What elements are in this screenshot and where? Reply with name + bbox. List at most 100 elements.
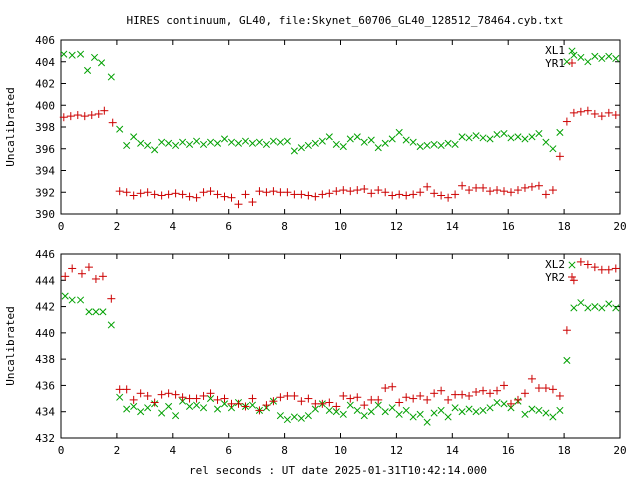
data-point-yr1 bbox=[136, 189, 145, 198]
y-tick-label: 438 bbox=[35, 353, 55, 366]
data-point-xl1 bbox=[172, 141, 180, 150]
data-point-xl1 bbox=[402, 136, 410, 144]
y-tick-label: 396 bbox=[35, 143, 55, 156]
data-point-yr1 bbox=[87, 111, 96, 120]
data-point-xl2 bbox=[465, 405, 473, 413]
data-point-xl2 bbox=[605, 300, 613, 308]
y-tick-label: 404 bbox=[35, 56, 55, 69]
data-point-xl1 bbox=[458, 133, 466, 141]
data-point-xl1 bbox=[255, 138, 263, 146]
data-point-yr1 bbox=[248, 198, 257, 207]
data-point-xl1 bbox=[598, 54, 606, 63]
data-point-xl1 bbox=[220, 135, 229, 143]
data-point-yr2 bbox=[346, 394, 355, 403]
data-point-yr1 bbox=[346, 187, 355, 196]
data-point-yr1 bbox=[513, 186, 522, 195]
data-point-yr2 bbox=[402, 393, 411, 402]
top-panel: Uncalibrated 0 2 4 6 8 10 12 14 16 18 20 390 392 394 3… bbox=[4, 34, 627, 233]
data-point-xl1 bbox=[535, 129, 543, 138]
data-point-yr1 bbox=[416, 188, 425, 197]
data-point-yr2 bbox=[590, 263, 599, 272]
data-point-yr2 bbox=[367, 395, 376, 404]
data-point-xl1 bbox=[151, 146, 159, 154]
data-point-xl2 bbox=[107, 321, 115, 329]
data-point-yr2 bbox=[269, 397, 278, 406]
data-point-yr1 bbox=[611, 111, 620, 120]
data-point-yr1 bbox=[367, 189, 376, 198]
data-point-yr1 bbox=[227, 193, 236, 202]
data-point-yr1 bbox=[430, 189, 439, 198]
data-point-xl1 bbox=[262, 140, 270, 148]
x-tick-label: 20 bbox=[613, 220, 626, 233]
data-point-yr1 bbox=[157, 191, 166, 200]
data-point-xl2 bbox=[570, 304, 578, 312]
data-point-xl2 bbox=[388, 404, 396, 412]
x-tick-label: 16 bbox=[502, 220, 515, 233]
data-point-yr2 bbox=[311, 399, 320, 408]
data-point-xl2 bbox=[409, 413, 417, 421]
data-point-yr1 bbox=[108, 118, 117, 127]
data-point-xl1 bbox=[465, 134, 473, 142]
data-point-yr1 bbox=[555, 152, 564, 161]
data-point-yr1 bbox=[437, 191, 446, 200]
data-point-xl1 bbox=[423, 141, 431, 150]
data-point-xl1 bbox=[486, 135, 494, 143]
data-point-yr2 bbox=[604, 265, 613, 274]
data-point-xl1 bbox=[269, 137, 277, 145]
data-point-xl1 bbox=[144, 141, 152, 150]
data-point-yr2 bbox=[423, 395, 432, 404]
data-point-xl1 bbox=[479, 134, 487, 142]
x-tick-label: 4 bbox=[169, 444, 176, 457]
data-point-yr2 bbox=[325, 398, 334, 407]
y-tick-label: 400 bbox=[35, 99, 55, 112]
data-point-xl2 bbox=[479, 406, 487, 414]
data-point-xl2 bbox=[193, 401, 201, 409]
y-tick-label: 436 bbox=[35, 379, 55, 392]
data-point-yr2 bbox=[548, 385, 557, 394]
data-point-yr1 bbox=[569, 108, 578, 117]
data-point-xl1 bbox=[430, 140, 438, 148]
data-point-yr2 bbox=[283, 391, 292, 400]
data-point-xl1 bbox=[60, 50, 68, 58]
data-point-xl2 bbox=[598, 304, 606, 312]
data-point-yr1 bbox=[374, 186, 383, 195]
data-point-yr2 bbox=[192, 394, 201, 403]
data-point-xl2 bbox=[172, 412, 180, 420]
data-point-yr1 bbox=[339, 186, 348, 195]
data-point-xl1 bbox=[77, 50, 85, 58]
chart-title: HIRES continuum, GL40, file:Skynet_60706… bbox=[126, 14, 563, 27]
data-point-xl2 bbox=[437, 406, 445, 414]
data-point-xl2 bbox=[116, 393, 124, 401]
data-point-yr1 bbox=[479, 183, 488, 192]
data-point-xl2 bbox=[444, 413, 452, 421]
data-point-yr2 bbox=[171, 390, 180, 399]
data-point-yr1 bbox=[590, 109, 599, 118]
data-point-xl2 bbox=[542, 409, 550, 417]
x-tick-label: 4 bbox=[169, 220, 176, 233]
data-point-xl2 bbox=[402, 406, 410, 414]
x-tick-label: 16 bbox=[502, 444, 515, 457]
data-point-xl2 bbox=[591, 303, 599, 311]
data-point-yr2 bbox=[164, 389, 173, 398]
data-point-yr2 bbox=[115, 385, 124, 394]
data-point-yr1 bbox=[506, 188, 515, 197]
data-point-yr2 bbox=[353, 393, 362, 402]
data-point-xl1 bbox=[556, 128, 564, 136]
data-point-xl1 bbox=[577, 53, 585, 61]
data-point-yr2 bbox=[227, 399, 236, 408]
x-tick-label: 14 bbox=[446, 444, 460, 457]
data-point-xl1 bbox=[549, 145, 557, 153]
data-point-yr1 bbox=[311, 192, 320, 201]
legend-marker-yr2 bbox=[568, 273, 576, 281]
data-point-xl1 bbox=[304, 141, 312, 150]
data-point-yr2 bbox=[84, 263, 93, 272]
data-point-yr1 bbox=[283, 188, 292, 197]
data-point-yr1 bbox=[66, 112, 75, 121]
data-point-yr2 bbox=[68, 264, 77, 273]
top-data-marks bbox=[59, 50, 620, 209]
data-point-xl2 bbox=[612, 304, 620, 312]
data-point-yr2 bbox=[77, 269, 86, 278]
data-point-xl2 bbox=[158, 409, 166, 417]
data-point-xl2 bbox=[584, 304, 592, 312]
data-point-yr2 bbox=[611, 264, 620, 273]
